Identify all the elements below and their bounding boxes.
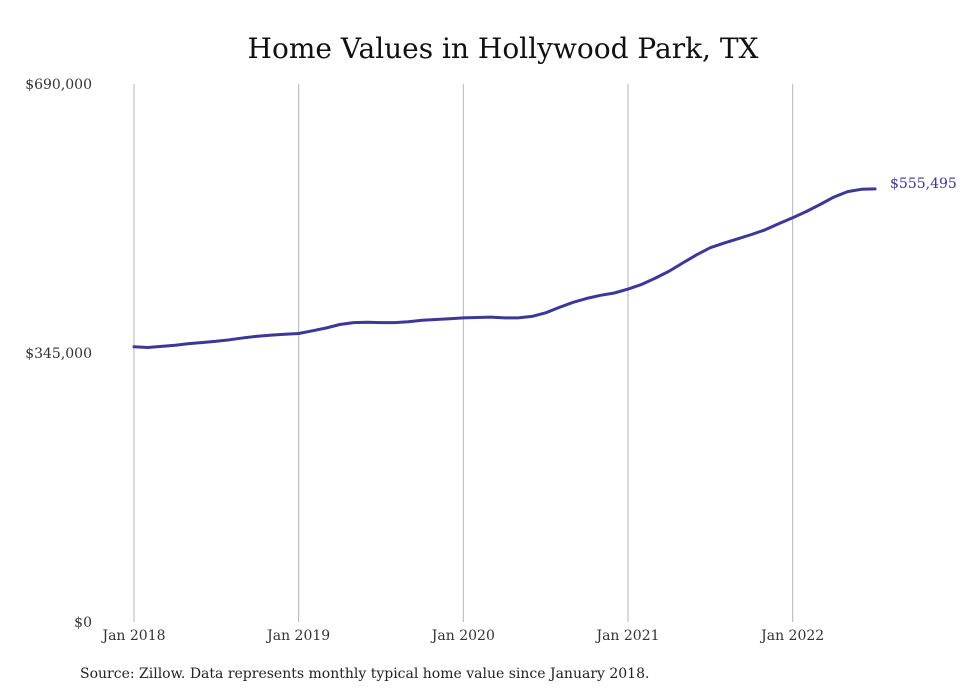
- gridlines: [133, 84, 794, 622]
- series-line: [132, 187, 877, 349]
- x-tick-label: Jan 2018: [100, 628, 165, 644]
- y-tick-label: $345,000: [25, 346, 92, 362]
- x-axis-labels: Jan 2018 Jan 2019 Jan 2020 Jan 2021 Jan 2022: [100, 628, 824, 644]
- x-tick-label: Jan 2020: [430, 628, 495, 644]
- y-tick-label: $690,000: [25, 77, 92, 93]
- source-note: Source: Zillow. Data represents monthly …: [80, 666, 650, 682]
- x-tick-label: Jan 2019: [265, 628, 330, 644]
- x-tick-label: Jan 2021: [594, 628, 659, 644]
- end-value-label: $555,495: [890, 176, 957, 192]
- y-axis-labels: $0 $345,000 $690,000: [25, 77, 92, 631]
- chart: Home Values in Hollywood Park, TX $0 $345…: [25, 32, 957, 644]
- chart-title: Home Values in Hollywood Park, TX: [248, 32, 759, 65]
- x-tick-label: Jan 2022: [759, 628, 824, 644]
- y-tick-label: $0: [74, 615, 92, 631]
